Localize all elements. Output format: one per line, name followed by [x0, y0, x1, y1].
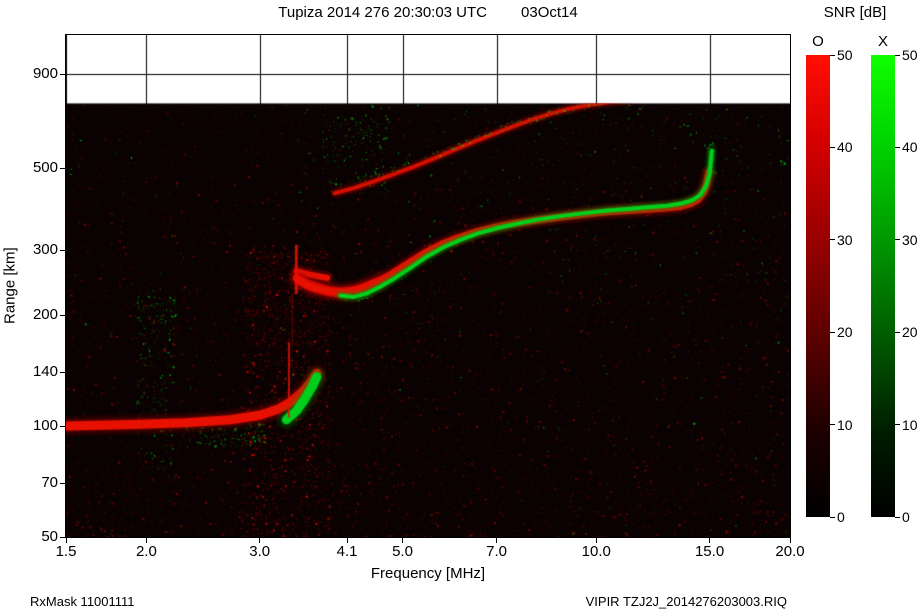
x-colorbar-tick-mark — [895, 424, 900, 426]
o-colorbar-tick-mark — [830, 424, 835, 426]
data-file-label: VIPIR TZJ2J_2014276203003.RIQ — [585, 594, 787, 609]
x-mode-label: X — [877, 33, 888, 50]
chart-title: Tupiza 2014 276 20:30:03 UTC — [278, 4, 488, 21]
x-colorbar-tick-mark — [895, 331, 900, 333]
x-tick-mark — [346, 538, 348, 543]
y-tick-label: 100 — [32, 417, 58, 435]
x-tick-label: 15.0 — [694, 543, 725, 560]
x-tick-label: 10.0 — [581, 543, 611, 560]
x-tick-label: 2.0 — [135, 543, 157, 560]
x-mode-colorbar — [871, 55, 895, 517]
o-colorbar-tick-mark — [830, 516, 835, 518]
x-tick-mark — [789, 538, 791, 543]
y-tick-mark — [60, 536, 65, 538]
x-tick-mark — [709, 538, 711, 543]
chart-title-row: Tupiza 2014 276 20:30:03 UTC 03Oct14 — [66, 4, 790, 21]
y-tick-label: 900 — [32, 65, 58, 83]
y-tick-mark — [60, 371, 65, 373]
x-tick-label: 7.0 — [486, 543, 507, 560]
x-tick-mark — [65, 538, 67, 543]
y-tick-label: 300 — [32, 241, 58, 259]
o-colorbar-tick-mark — [830, 239, 835, 241]
o-colorbar-tick-mark — [830, 331, 835, 333]
o-colorbar-tick-label: 20 — [837, 324, 853, 341]
x-tick-mark — [402, 538, 404, 543]
y-tick-label: 50 — [41, 528, 58, 545]
x-tick-label: 1.5 — [55, 543, 77, 560]
o-colorbar-tick-mark — [830, 54, 835, 56]
x-colorbar-tick-label: 10 — [902, 416, 918, 433]
ionogram-plot-canvas — [66, 35, 790, 537]
x-tick-mark — [595, 538, 597, 543]
x-tick-label: 3.0 — [249, 543, 271, 560]
x-colorbar-tick-mark — [895, 239, 900, 241]
x-tick-label: 4.1 — [336, 543, 358, 560]
y-tick-label: 200 — [32, 306, 58, 324]
x-colorbar-tick-label: 30 — [902, 231, 918, 248]
o-mode-label: O — [812, 33, 824, 50]
x-tick-mark — [496, 538, 498, 543]
y-axis-label: Range [km] — [1, 247, 19, 325]
y-tick-mark — [60, 167, 65, 169]
y-tick-mark — [60, 314, 65, 316]
o-colorbar-tick-label: 50 — [837, 47, 853, 63]
x-tick-label: 20.0 — [775, 543, 805, 560]
o-colorbar-tick-mark — [830, 146, 835, 148]
o-colorbar-tick-label: 40 — [837, 139, 853, 156]
x-colorbar-tick-label: 40 — [902, 139, 918, 156]
y-tick-mark — [60, 425, 65, 427]
x-tick-mark — [145, 538, 147, 543]
y-tick-label: 500 — [32, 159, 58, 177]
y-tick-label: 140 — [32, 363, 58, 381]
colorbar-title: SNR [dB] — [823, 4, 887, 21]
o-colorbar-tick-label: 10 — [837, 416, 853, 433]
o-mode-colorbar — [806, 55, 830, 517]
y-tick-mark — [60, 73, 65, 75]
x-tick-mark — [259, 538, 261, 543]
x-axis-label: Frequency [MHz] — [370, 565, 486, 582]
x-colorbar-tick-mark — [895, 54, 900, 56]
x-colorbar-tick-mark — [895, 516, 900, 518]
y-tick-label: 70 — [41, 474, 58, 492]
x-colorbar-tick-label: 50 — [902, 47, 918, 63]
y-tick-mark — [60, 482, 65, 484]
o-colorbar-tick-label: 0 — [837, 509, 845, 525]
x-colorbar-tick-label: 0 — [902, 509, 910, 525]
x-tick-label: 5.0 — [392, 543, 413, 560]
rx-mask-label: RxMask 11001111 — [30, 594, 135, 609]
x-colorbar-tick-label: 20 — [902, 324, 918, 341]
y-tick-mark — [60, 249, 65, 251]
o-colorbar-tick-label: 30 — [837, 231, 853, 248]
chart-date: 03Oct14 — [521, 4, 578, 21]
x-colorbar-tick-mark — [895, 146, 900, 148]
